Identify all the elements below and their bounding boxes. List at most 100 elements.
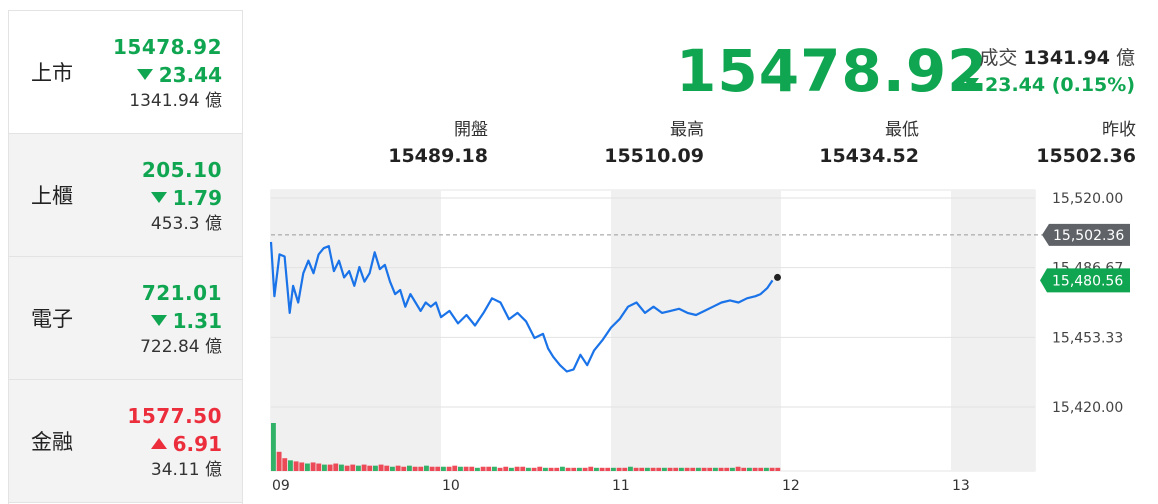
sidebar-item-values: 205.10 1.79 453.3 億	[142, 156, 222, 236]
volume-bar	[696, 467, 701, 471]
session-band	[951, 190, 1035, 471]
sidebar-item-volume-unit: 億	[205, 337, 222, 357]
volume-bar	[611, 467, 616, 471]
volume-bar	[605, 467, 611, 471]
index-change: 23.44 (0.15%)	[963, 74, 1135, 96]
sidebar-item[interactable]: 電子 721.01 1.31 722.84 億	[9, 257, 242, 380]
volume-bar	[628, 466, 633, 471]
volume-bar	[565, 467, 571, 471]
stat-prev-close: 昨收 15502.36	[976, 118, 1136, 170]
volume-bar	[747, 467, 752, 471]
volume-bar	[486, 466, 492, 471]
sidebar-item-change-value: 6.91	[172, 432, 222, 456]
sidebar-item-name: 上市	[31, 61, 73, 85]
volume-bar	[514, 466, 520, 471]
volume-bar	[577, 467, 582, 471]
last-point-dot	[774, 273, 781, 281]
stat-low-label: 最低	[885, 120, 919, 140]
sidebar-item-volume: 722.84 億	[140, 335, 222, 359]
y-tick-label: 15,453.33	[1052, 330, 1123, 346]
sidebar-item-volume-unit: 億	[205, 91, 222, 111]
volume-bar	[271, 423, 276, 471]
volume-bar	[520, 466, 526, 471]
volume-bar	[395, 465, 401, 471]
volume-bar	[373, 465, 378, 471]
prev-close-tag-label: 15,502.36	[1053, 228, 1124, 244]
up-arrow-icon	[150, 438, 167, 449]
x-tick-label: 11	[612, 478, 630, 494]
volume-bar	[775, 467, 781, 471]
volume-bar	[458, 466, 463, 471]
x-tick-label: 10	[442, 478, 460, 494]
volume-bar	[758, 467, 764, 471]
x-tick-label: 13	[952, 478, 970, 494]
index-sidebar: 上市 15478.92 23.44 1341.94 億上櫃 205.10 1.79 453.…	[8, 10, 243, 504]
volume-bar	[322, 464, 327, 471]
volume-bar	[571, 467, 577, 471]
volume-bar	[769, 467, 775, 471]
sidebar-item-volume: 34.11 億	[127, 458, 222, 482]
volume-bar	[741, 467, 747, 471]
volume-bar	[305, 463, 310, 471]
stat-high-value: 15510.09	[604, 145, 704, 167]
turnover-label: 成交	[979, 47, 1018, 69]
sidebar-item-volume-value: 722.84	[140, 337, 200, 357]
volume-bar	[509, 467, 514, 471]
volume-bar	[764, 467, 769, 471]
volume-bar	[679, 467, 684, 471]
sidebar-item-values: 721.01 1.31 722.84 億	[140, 279, 222, 359]
price-line	[269, 241, 774, 373]
volume-bar	[594, 467, 599, 471]
volume-bar	[492, 466, 497, 471]
sidebar-item-volume-value: 34.11	[150, 460, 200, 480]
volume-bar	[327, 464, 333, 471]
turnover-value: 1341.94	[1023, 47, 1110, 69]
volume-bar	[424, 465, 429, 471]
volume-bar	[616, 467, 622, 471]
volume-bar	[435, 466, 441, 471]
turnover-unit: 億	[1115, 47, 1135, 69]
x-tick-label: 09	[272, 478, 290, 494]
sidebar-item-volume-unit: 億	[205, 214, 222, 234]
volume-bar	[548, 467, 554, 471]
volume-bar	[526, 467, 531, 471]
volume-bar	[543, 467, 548, 471]
volume-bar	[361, 464, 367, 471]
sidebar-item-name: 上櫃	[31, 184, 73, 208]
sidebar-item[interactable]: 金融 1577.50 6.91 34.11 億	[9, 380, 242, 503]
index-change-value: 23.44 (0.15%)	[985, 74, 1135, 96]
sidebar-item-volume-unit: 億	[205, 460, 222, 480]
volume-bar	[333, 463, 339, 471]
volume-bar	[339, 464, 344, 471]
volume-bar	[622, 467, 628, 471]
volume-bar	[588, 466, 594, 471]
current-price-tag	[1040, 268, 1130, 293]
volume-bar	[299, 462, 305, 471]
y-tick-label: 15,520.00	[1052, 191, 1123, 207]
sidebar-item-change-value: 23.44	[158, 63, 222, 87]
sidebar-item[interactable]: 上市 15478.92 23.44 1341.94 億	[9, 11, 242, 134]
volume-bar	[752, 467, 758, 471]
volume-bar	[656, 467, 662, 471]
volume-bar	[667, 467, 673, 471]
sidebar-item-volume-value: 1341.94	[129, 91, 200, 111]
turnover: 成交 1341.94 億	[979, 44, 1135, 72]
volume-bar	[367, 465, 373, 471]
sidebar-item-change: 6.91	[127, 430, 222, 458]
sidebar-item-price: 205.10	[141, 158, 222, 182]
sidebar-item-values: 15478.92 23.44 1341.94 億	[113, 33, 222, 113]
current-price-tag-label: 15,480.56	[1052, 273, 1123, 289]
sidebar-item-name: 電子	[31, 307, 73, 331]
volume-bar	[475, 467, 480, 471]
stat-low-value: 15434.52	[819, 145, 919, 167]
sidebar-item[interactable]: 上櫃 205.10 1.79 453.3 億	[9, 134, 242, 257]
sidebar-item-volume: 453.3 億	[142, 212, 222, 236]
index-price: 15478.92	[676, 37, 989, 105]
prev-close-tag	[1042, 223, 1130, 246]
down-arrow-icon	[136, 69, 153, 80]
volume-bar	[429, 466, 435, 471]
volume-bar	[701, 467, 707, 471]
volume-bar	[350, 464, 356, 471]
volume-bar	[418, 466, 424, 471]
volume-bar	[503, 466, 509, 471]
